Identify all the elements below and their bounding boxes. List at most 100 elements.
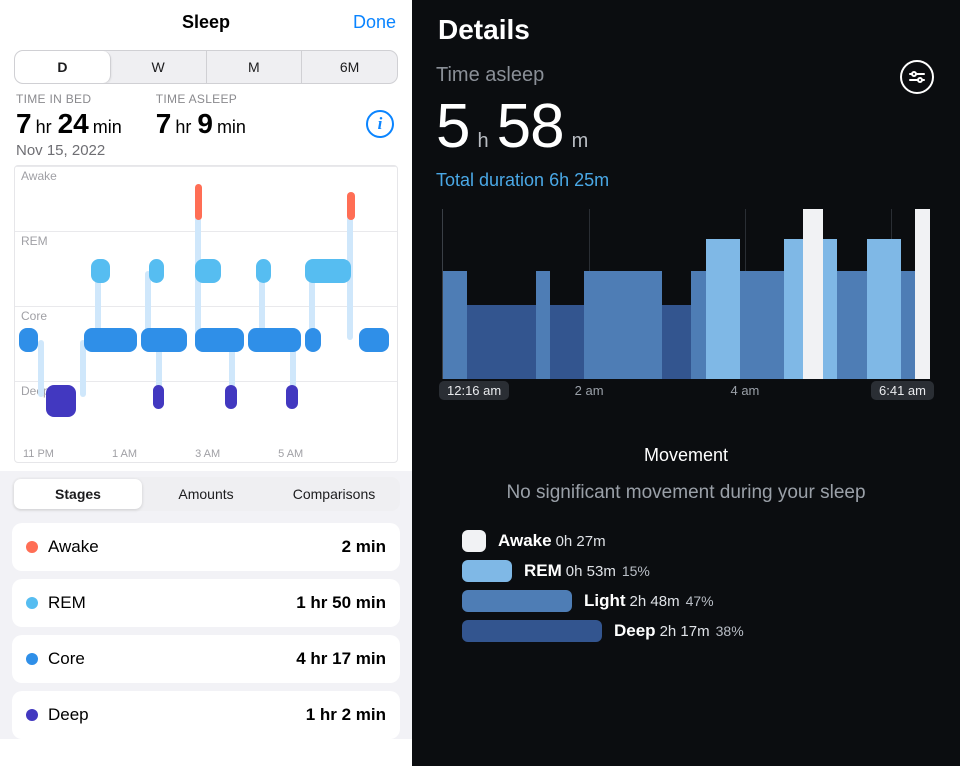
range-segmented-control[interactable]: DWM6M [14, 50, 398, 84]
legend-swatch [462, 620, 602, 642]
legend-swatch [462, 590, 572, 612]
range-segment-M[interactable]: M [207, 51, 303, 83]
x-tick-label: 4 am [730, 383, 759, 398]
time-in-bed-value: 7 hr 24 min [16, 108, 126, 140]
stage-bar-rem [91, 259, 110, 283]
time-in-bed-label: TIME IN BED [16, 92, 126, 106]
x-tick-label: 2 am [575, 383, 604, 398]
stage-bar-rem [149, 259, 164, 283]
total-duration: Total duration 6h 25m [436, 170, 936, 191]
range-segment-D[interactable]: D [15, 51, 111, 83]
stage-duration: 1 hr 2 min [306, 705, 386, 725]
minutes: 58 [497, 91, 564, 162]
timeline-bar-light [536, 271, 551, 379]
unit-hr: hr [36, 117, 52, 138]
stage-duration: 4 hr 17 min [296, 649, 386, 669]
x-tick: 11 PM [23, 448, 54, 460]
timeline-bar-light [443, 271, 467, 379]
detail-tabs[interactable]: StagesAmountsComparisons [12, 477, 400, 511]
legend-text: Light2h 48m47% [584, 591, 714, 611]
timeline-bar-rem [867, 239, 901, 379]
unit-min: min [93, 117, 122, 138]
stage-name: Awake [48, 537, 99, 557]
x-tick: 5 AM [278, 448, 303, 460]
stage-bar-deep [153, 385, 164, 409]
stage-duration: 2 min [342, 537, 386, 557]
sleep-stage-chart: AwakeREMCoreDeep11 PM1 AM3 AM5 AM [14, 165, 398, 463]
stage-card-awake[interactable]: Awake 2 min [12, 523, 400, 571]
stage-axis-label: Awake [21, 169, 57, 183]
legend-row-light: Light2h 48m47% [462, 590, 936, 612]
stage-bar-awake [195, 184, 203, 220]
stage-duration: 1 hr 50 min [296, 593, 386, 613]
stage-bar-deep [225, 385, 236, 409]
legend-row-rem: REM0h 53m15% [462, 560, 936, 582]
unit-hr: hr [175, 117, 191, 138]
stage-list: Awake 2 min REM 1 hr 50 min Core4 hr 17 min D… [0, 519, 412, 739]
done-button[interactable]: Done [353, 12, 396, 33]
stage-card-core[interactable]: Core4 hr 17 min [12, 635, 400, 683]
hrs: 7 [156, 108, 172, 140]
range-segment-6M[interactable]: 6M [302, 51, 397, 83]
stage-color-dot [26, 541, 38, 553]
stage-axis-label: Core [21, 309, 47, 323]
hrs: 7 [16, 108, 32, 140]
timeline-bar-rem [706, 239, 740, 379]
timeline-bar-rem [823, 239, 838, 379]
stage-legend: Awake0h 27mREM0h 53m15%Light2h 48m47%Dee… [436, 530, 936, 642]
unit-min: min [217, 117, 246, 138]
timeline-bar-awake [915, 209, 930, 379]
mins: 24 [58, 108, 89, 140]
timeline-bar-deep [467, 305, 535, 379]
info-icon[interactable]: i [366, 110, 394, 138]
hours: 5 [436, 91, 469, 162]
legend-text: Awake0h 27m [498, 531, 612, 551]
stage-card-deep[interactable]: Deep1 hr 2 min [12, 691, 400, 739]
legend-text: REM0h 53m15% [524, 561, 650, 581]
x-axis: 11 PM1 AM3 AM5 AM [23, 448, 389, 460]
start-time-badge: 12:16 am [439, 381, 509, 400]
timeline-bar-light [584, 271, 662, 379]
detail-tab-comparisons[interactable]: Comparisons [270, 479, 398, 509]
stage-color-dot [26, 653, 38, 665]
details-panel: Details Time asleep 5 h 58 m Total durat… [412, 0, 960, 766]
mins: 9 [197, 108, 213, 140]
stage-bar-awake [347, 192, 355, 220]
adjust-icon[interactable] [900, 60, 934, 94]
range-segment-W[interactable]: W [111, 51, 207, 83]
detail-tab-stages[interactable]: Stages [14, 479, 142, 509]
stage-connector [38, 340, 44, 397]
stage-bar-deep [46, 385, 77, 417]
stage-bar-core [141, 328, 187, 352]
timeline-bar-deep [662, 305, 691, 379]
movement-heading: Movement [436, 445, 936, 466]
stats-row: TIME IN BED 7 hr 24 min TIME ASLEEP 7 hr… [0, 92, 412, 142]
time-in-bed-block: TIME IN BED 7 hr 24 min [16, 92, 126, 140]
timeline-bar-light [691, 271, 706, 379]
timeline-bar-deep [550, 305, 584, 379]
stage-bar-core [359, 328, 390, 352]
details-heading: Details [436, 0, 936, 58]
page-title: Sleep [182, 12, 230, 33]
header: Sleep Done [0, 0, 412, 44]
stage-bar-core [195, 328, 245, 352]
stage-bar-core [84, 328, 137, 352]
apple-health-panel: Sleep Done DWM6M TIME IN BED 7 hr 24 min… [0, 0, 412, 766]
detail-tab-amounts[interactable]: Amounts [142, 479, 270, 509]
stage-bar-rem [256, 259, 271, 283]
stage-bar-core [19, 328, 38, 352]
unit-h: h [477, 130, 488, 153]
time-asleep-label: TIME ASLEEP [156, 92, 250, 106]
unit-m: m [572, 130, 589, 153]
time-asleep-block: TIME ASLEEP 7 hr 9 min [156, 92, 250, 140]
stage-axis-label: REM [21, 234, 48, 248]
stage-name: REM [48, 593, 86, 613]
timeline-bar-awake [803, 209, 822, 379]
x-tick: 3 AM [195, 448, 220, 460]
stage-bar-core [305, 328, 320, 352]
stage-card-rem[interactable]: REM 1 hr 50 min [12, 579, 400, 627]
stage-bar-rem [305, 259, 351, 283]
stage-color-dot [26, 709, 38, 721]
timeline-bar-light [901, 271, 916, 379]
end-time-badge: 6:41 am [871, 381, 934, 400]
